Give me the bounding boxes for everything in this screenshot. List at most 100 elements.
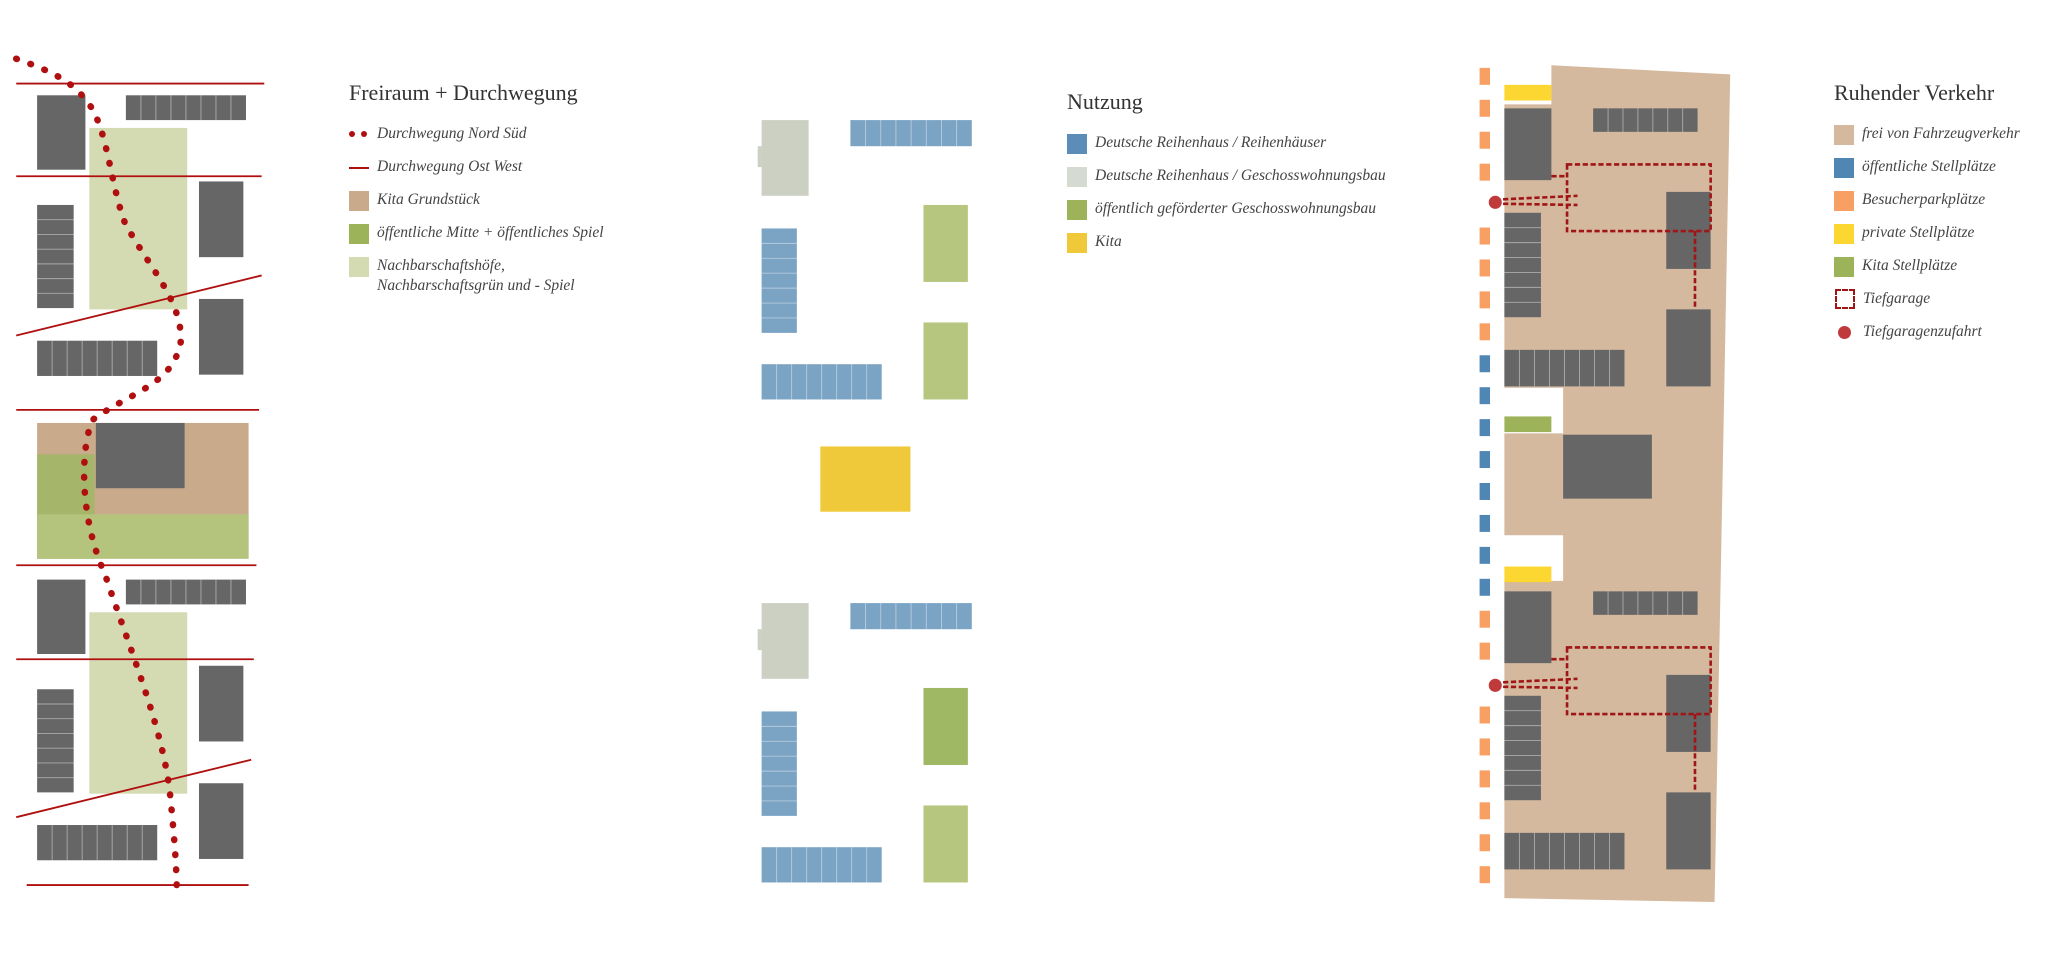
notch — [757, 629, 762, 651]
plan-half-north — [37, 95, 246, 376]
dotted-line-icon — [349, 124, 369, 144]
ost-west-line — [16, 274, 262, 337]
legend-label: Kita Grundstück — [377, 191, 480, 208]
building-row — [125, 95, 246, 121]
legend-item: Durchwegung Nord Süd — [349, 124, 604, 157]
building — [198, 181, 244, 258]
swatch-icon — [1834, 191, 1854, 211]
reihenhaus-row — [761, 847, 882, 883]
legend-item: öffentliche Mitte + öffentliches Spiel — [349, 223, 604, 256]
visitor-parking-space — [1479, 163, 1491, 181]
legend-label: Durchwegung Nord Süd — [377, 125, 527, 142]
building — [1666, 792, 1711, 870]
visitor-parking-space — [1479, 802, 1491, 820]
tiefgarage — [1495, 163, 1712, 310]
swatch-icon — [349, 224, 369, 244]
legend-title: Nutzung — [1067, 89, 1143, 114]
public-parking-space — [1479, 483, 1491, 500]
visitor-parking-space — [1479, 259, 1491, 277]
visitor-parking-space — [1479, 67, 1491, 85]
legend-title: Freiraum + Durchwegung — [349, 80, 578, 105]
legend-label: öffentliche Mitte + öffentliches Spiel — [377, 224, 604, 241]
legend-verkehr: Ruhender Verkehr frei von Fahrzeugverkeh… — [1834, 80, 2020, 355]
legend-label: Durchwegung Ost West — [377, 158, 523, 175]
public-centre-green — [37, 514, 249, 559]
public-parking-space — [1479, 514, 1491, 532]
east-west-paths — [16, 82, 265, 886]
geschoss-building — [761, 603, 809, 679]
legend-item: Deutsche Reihenhaus / Reihenhäuser — [1067, 133, 1386, 166]
building-row — [37, 689, 74, 793]
legend-item: Tiefgaragenzufahrt — [1834, 322, 2020, 355]
legend-item: Deutsche Reihenhaus / Geschosswohnungsba… — [1067, 166, 1386, 199]
legend-label: Tiefgarage — [1863, 290, 1931, 307]
building — [198, 783, 244, 859]
plan-half-south — [1488, 566, 1712, 870]
parking-column — [1479, 67, 1491, 884]
tiefgarage-entrance — [1488, 195, 1502, 209]
swatch-icon — [349, 191, 369, 211]
legend-label: Kita — [1095, 233, 1122, 250]
visitor-parking-space — [1479, 227, 1491, 245]
legend-label: Besucherparkplätze — [1862, 191, 1986, 208]
legend-item: private Stellplätze — [1834, 223, 2020, 256]
nord-sued-path — [12, 55, 184, 898]
legend-nutzung: Nutzung Deutsche Reihenhaus / Reihenhäus… — [1067, 89, 1386, 265]
plan-half-north — [1488, 84, 1712, 387]
tiefgarage — [1495, 646, 1712, 793]
visitor-parking-space — [1479, 834, 1491, 852]
building-row — [1593, 591, 1698, 615]
building — [1666, 309, 1711, 387]
reihenhaus-row — [850, 120, 972, 147]
swatch-icon — [1834, 224, 1854, 244]
reihenhaus-row — [761, 364, 882, 400]
tiefgarage-entrance — [1488, 678, 1502, 692]
neighbourhood-green — [89, 612, 188, 794]
geschoss-building — [761, 120, 809, 196]
swatch-icon — [1834, 158, 1854, 178]
building — [198, 665, 244, 742]
plan-half-south — [757, 603, 972, 883]
legend-label: frei von Fahrzeugverkehr — [1862, 125, 2020, 142]
swatch-icon — [1067, 167, 1087, 187]
swatch-icon — [1067, 233, 1087, 253]
dashed-square-icon — [1835, 289, 1855, 309]
building — [37, 95, 86, 170]
kita-building — [1563, 434, 1652, 499]
legend-label: Deutsche Reihenhaus / Reihenhäuser — [1095, 134, 1327, 151]
building-row — [37, 340, 158, 376]
notch — [757, 146, 762, 168]
legend-item: Kita Grundstück — [349, 190, 604, 223]
visitor-parking-space — [1479, 866, 1491, 884]
public-parking-space — [1479, 355, 1491, 373]
visitor-parking-space — [1479, 610, 1491, 628]
kita-building — [95, 422, 185, 489]
plan-freiraum — [12, 55, 265, 898]
legend-label: Nachbarschaftshöfe, Nachbarschaftsgrün un… — [377, 256, 575, 296]
gefoerdert-building — [923, 687, 968, 765]
public-parking-space — [1479, 419, 1491, 437]
building-row — [1504, 349, 1625, 387]
building-row — [1504, 212, 1541, 318]
plan-nutzung — [757, 120, 972, 883]
reihenhaus-row — [761, 711, 797, 816]
legend-title: Ruhender Verkehr — [1834, 80, 1995, 105]
visitor-parking-space — [1479, 706, 1491, 724]
swatch-icon — [1067, 134, 1087, 154]
legend-item: frei von Fahrzeugverkehr — [1834, 124, 2020, 157]
swatch-icon — [1834, 257, 1854, 277]
legend-item: Kita Stellplätze — [1834, 256, 2020, 289]
legend-item: Kita — [1067, 232, 1386, 265]
visitor-parking-space — [1479, 770, 1491, 788]
gefoerdert-building — [923, 322, 968, 400]
legend-label: öffentliche Stellplätze — [1862, 158, 1996, 175]
visitor-parking-space — [1479, 131, 1491, 149]
ost-west-line — [16, 758, 252, 819]
swatch-icon — [349, 257, 369, 277]
reihenhaus-row — [850, 603, 972, 630]
building-row — [1593, 108, 1698, 132]
building-row — [125, 579, 246, 605]
building — [37, 579, 86, 655]
legend-item: Nachbarschaftshöfe, Nachbarschaftsgrün un… — [349, 256, 604, 296]
